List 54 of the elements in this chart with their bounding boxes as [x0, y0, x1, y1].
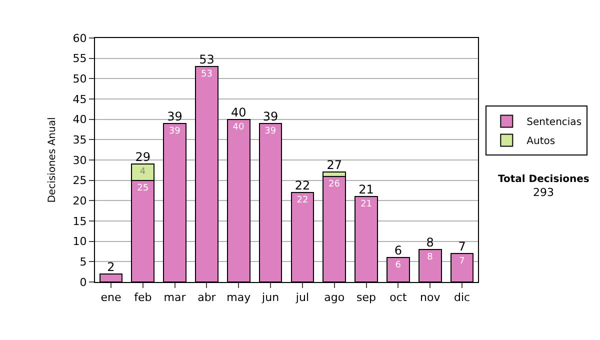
total-label: 6 — [394, 244, 402, 258]
data-label: 22 — [296, 196, 308, 206]
y-tick-label: 15 — [72, 214, 87, 228]
total-label: 53 — [199, 52, 214, 66]
text: 293 — [533, 186, 554, 199]
x-tick-label: feb — [134, 291, 152, 304]
x-tick-label: ene — [100, 291, 122, 304]
x-tick-label: ago — [324, 291, 345, 304]
x-tick-label: dic — [454, 291, 470, 304]
total-label: 39 — [167, 109, 182, 124]
data-label: 6 — [395, 260, 402, 271]
y-axis-title: Decisiones Anual — [46, 117, 58, 203]
total-label: 21 — [358, 182, 374, 197]
legend-label: Sentencias — [526, 117, 582, 128]
total-label: 27 — [326, 158, 342, 172]
y-tick-label: 60 — [72, 32, 87, 45]
text: Total Decisiones — [498, 174, 590, 185]
y-tick-label: 5 — [80, 256, 87, 269]
y-tick-label: 0 — [80, 276, 87, 289]
data-label: 8 — [427, 252, 434, 262]
x-tick-label: sep — [356, 291, 376, 304]
x-tick-label: oct — [390, 291, 408, 304]
data-label: 25 — [137, 183, 149, 194]
total-label: 7 — [458, 240, 466, 254]
data-label: 26 — [328, 179, 340, 190]
total-label: 8 — [426, 235, 434, 250]
data-label: 7 — [459, 256, 465, 267]
x-tick-label: abr — [198, 291, 216, 304]
data-label: 4 — [140, 167, 146, 178]
x-tick-label: may — [226, 291, 252, 304]
y-tick-label: 30 — [72, 154, 87, 167]
y-tick-label: 45 — [72, 92, 87, 106]
y-tick-label: 35 — [72, 134, 87, 147]
total-label: 40 — [230, 105, 246, 120]
data-label: 39 — [264, 126, 276, 136]
y-tick-label: 50 — [72, 72, 87, 86]
y-tick-label: 10 — [72, 235, 87, 248]
data-label: 40 — [232, 122, 244, 132]
x-tick-label: jun — [261, 291, 280, 304]
y-tick-label: 40 — [72, 113, 87, 126]
x-tick-label: jul — [294, 291, 310, 304]
legend-label: Autos — [526, 136, 556, 148]
data-label: 21 — [360, 200, 372, 210]
x-tick-label: mar — [164, 291, 186, 304]
y-tick-label: 20 — [72, 194, 87, 208]
y-tick-label: 25 — [72, 174, 87, 188]
data-label: 39 — [168, 126, 181, 136]
x-tick-label: nov — [420, 291, 441, 304]
total-label: 39 — [262, 109, 278, 124]
y-tick-label: 55 — [72, 52, 87, 66]
total-label: 22 — [294, 178, 310, 193]
total-label: 2 — [107, 260, 115, 274]
data-label: 53 — [200, 69, 212, 80]
total-label: 29 — [135, 150, 151, 164]
